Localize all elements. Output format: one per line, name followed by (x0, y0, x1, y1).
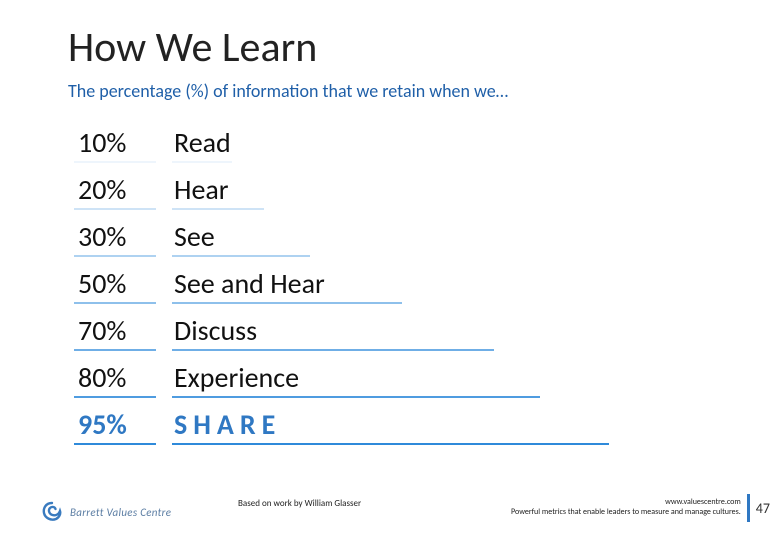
footer-text: www.valuescentre.com Powerful metrics th… (511, 498, 741, 517)
footer-divider (747, 494, 750, 522)
retention-pct: 30% (74, 218, 156, 257)
footer-right: www.valuescentre.com Powerful metrics th… (511, 494, 770, 522)
page-title: How We Learn (68, 22, 317, 73)
retention-label: See (172, 218, 310, 257)
retention-pct: 20% (74, 171, 156, 210)
footer-tagline: Powerful metrics that enable leaders to … (511, 508, 741, 518)
retention-label: See and Hear (172, 265, 402, 304)
retention-label: Discuss (172, 312, 494, 351)
retention-row: 10% Read (74, 124, 614, 163)
page-subtitle: The percentage (%) of information that w… (68, 80, 508, 102)
retention-row: 50% See and Hear (74, 265, 614, 304)
retention-label: SHARE (172, 406, 609, 445)
retention-label: Experience (172, 359, 540, 398)
brand-logo: Barrett Values Centre (40, 500, 171, 524)
retention-pct: 10% (74, 124, 156, 163)
retention-row: 95% SHARE (74, 406, 614, 445)
page-number: 47 (756, 500, 770, 517)
retention-label: Hear (172, 171, 264, 210)
retention-row: 70% Discuss (74, 312, 614, 351)
retention-row: 20% Hear (74, 171, 614, 210)
swirl-icon (40, 500, 64, 524)
retention-row: 30% See (74, 218, 614, 257)
retention-row: 80% Experience (74, 359, 614, 398)
brand-name: Barrett Values Centre (70, 506, 171, 519)
attribution-text: Based on work by William Glasser (238, 498, 361, 509)
retention-pct: 70% (74, 312, 156, 351)
retention-pct: 95% (74, 406, 156, 445)
retention-rows: 10% Read 20% Hear 30% See 50% See and Hear 70% Di… (74, 124, 614, 453)
retention-label: Read (172, 124, 232, 163)
retention-pct: 50% (74, 265, 156, 304)
retention-pct: 80% (74, 359, 156, 398)
slide: How We Learn The percentage (%) of infor… (0, 0, 780, 540)
